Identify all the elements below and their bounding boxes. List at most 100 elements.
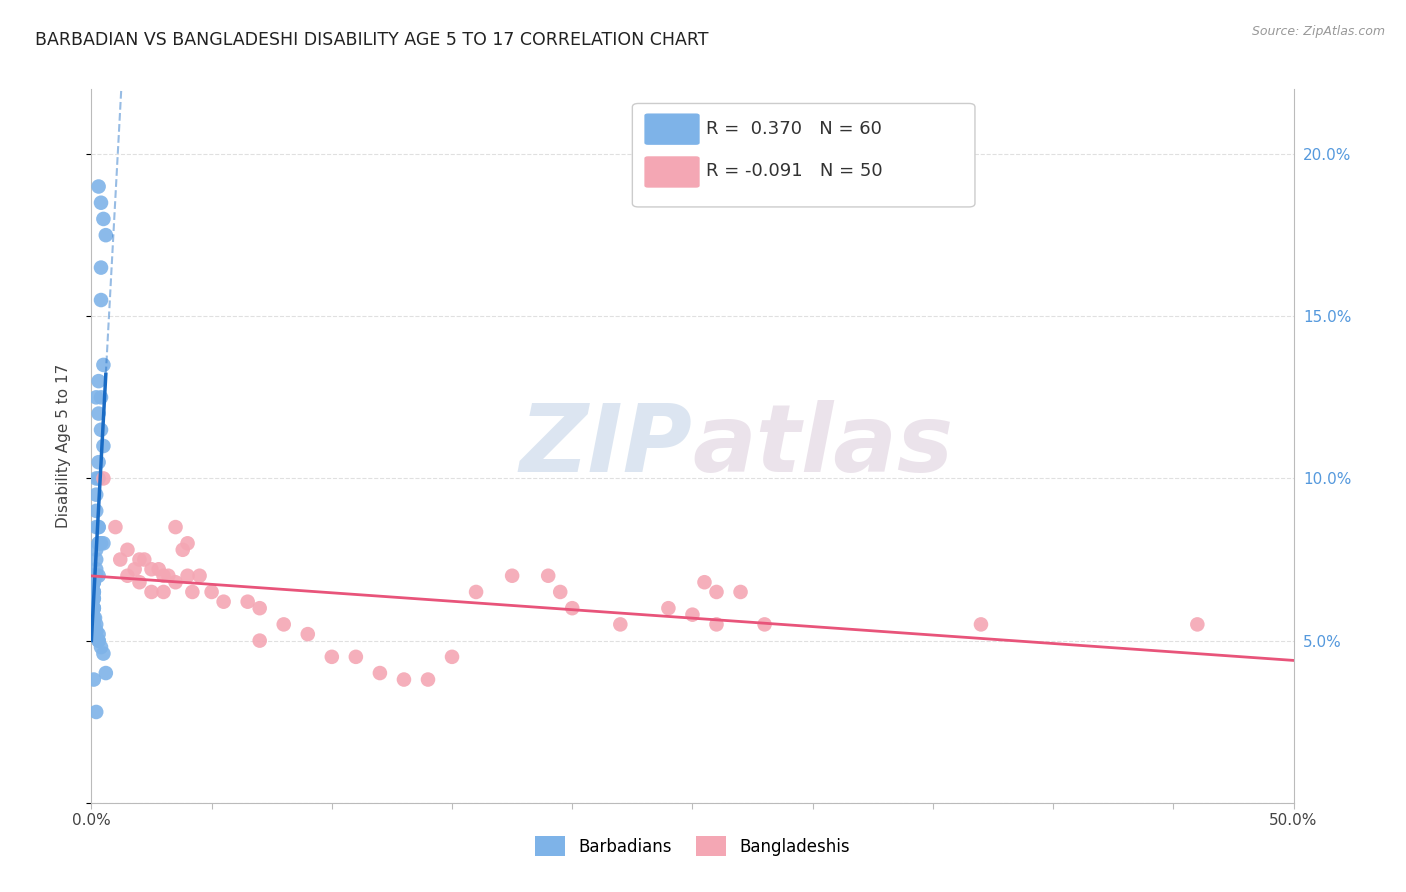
Text: R = -0.091   N = 50: R = -0.091 N = 50: [706, 162, 883, 180]
Point: [172, 542, 194, 557]
Point: [87, 633, 110, 648]
Text: BARBADIAN VS BANGLADESHI DISABILITY AGE 5 TO 17 CORRELATION CHART: BARBADIAN VS BANGLADESHI DISABILITY AGE …: [35, 31, 709, 49]
Point: [188, 568, 211, 582]
Point: [128, 552, 150, 566]
Point: [84, 705, 107, 719]
Point: [212, 595, 235, 609]
Point: [124, 562, 146, 576]
Point: [657, 601, 679, 615]
Point: [141, 585, 163, 599]
Point: [1187, 617, 1209, 632]
Point: [84, 624, 107, 638]
Point: [249, 601, 271, 615]
Text: Source: ZipAtlas.com: Source: ZipAtlas.com: [1251, 25, 1385, 38]
Point: [83, 585, 105, 599]
Point: [693, 575, 716, 590]
Point: [84, 562, 107, 576]
Point: [90, 536, 112, 550]
Point: [84, 624, 107, 638]
Point: [416, 673, 439, 687]
Point: [87, 536, 110, 550]
Point: [90, 293, 112, 307]
Point: [706, 617, 728, 632]
Point: [344, 649, 367, 664]
Point: [84, 611, 107, 625]
Point: [83, 568, 105, 582]
Point: [165, 520, 187, 534]
Point: [181, 585, 204, 599]
Point: [87, 407, 110, 421]
Point: [90, 423, 112, 437]
Text: atlas: atlas: [692, 400, 953, 492]
Point: [321, 649, 343, 664]
Point: [87, 536, 110, 550]
Point: [84, 542, 107, 557]
Point: [83, 601, 105, 615]
Point: [93, 211, 115, 226]
Point: [90, 640, 112, 654]
Point: [273, 617, 295, 632]
Point: [82, 607, 104, 622]
Point: [368, 666, 391, 681]
Point: [94, 228, 117, 243]
Point: [176, 568, 198, 582]
Point: [82, 611, 104, 625]
Point: [93, 471, 115, 485]
Point: [537, 568, 560, 582]
Legend: Barbadians, Bangladeshis: Barbadians, Bangladeshis: [527, 830, 858, 863]
Text: R =  0.370   N = 60: R = 0.370 N = 60: [706, 120, 882, 138]
Point: [297, 627, 319, 641]
FancyBboxPatch shape: [644, 156, 700, 187]
Point: [104, 520, 127, 534]
Point: [83, 575, 105, 590]
Point: [83, 591, 105, 606]
Point: [87, 374, 110, 388]
Point: [82, 607, 104, 622]
Point: [157, 568, 180, 582]
Point: [165, 575, 187, 590]
Point: [176, 536, 198, 550]
Point: [117, 542, 139, 557]
Point: [94, 666, 117, 681]
Point: [83, 611, 105, 625]
Point: [84, 488, 107, 502]
Point: [117, 568, 139, 582]
Point: [83, 568, 105, 582]
Point: [83, 575, 105, 590]
Point: [84, 552, 107, 566]
Point: [87, 568, 110, 582]
Point: [110, 552, 132, 566]
Point: [501, 568, 523, 582]
Point: [548, 585, 571, 599]
Point: [134, 552, 156, 566]
Point: [93, 358, 115, 372]
Point: [83, 617, 105, 632]
Y-axis label: Disability Age 5 to 17: Disability Age 5 to 17: [56, 364, 70, 528]
Point: [128, 575, 150, 590]
Point: [84, 520, 107, 534]
Point: [706, 585, 728, 599]
Point: [90, 260, 112, 275]
Point: [87, 627, 110, 641]
Point: [152, 568, 174, 582]
Point: [609, 617, 631, 632]
Point: [87, 520, 110, 534]
Point: [83, 673, 105, 687]
Point: [970, 617, 993, 632]
Point: [465, 585, 488, 599]
Point: [249, 633, 271, 648]
Point: [200, 585, 222, 599]
Point: [754, 617, 776, 632]
Point: [392, 673, 415, 687]
Point: [148, 562, 170, 576]
Point: [84, 504, 107, 518]
Point: [87, 520, 110, 534]
Point: [90, 195, 112, 210]
Point: [83, 575, 105, 590]
Point: [440, 649, 463, 664]
Point: [83, 601, 105, 615]
Point: [84, 390, 107, 404]
Point: [87, 455, 110, 469]
Point: [141, 562, 163, 576]
Point: [236, 595, 259, 609]
